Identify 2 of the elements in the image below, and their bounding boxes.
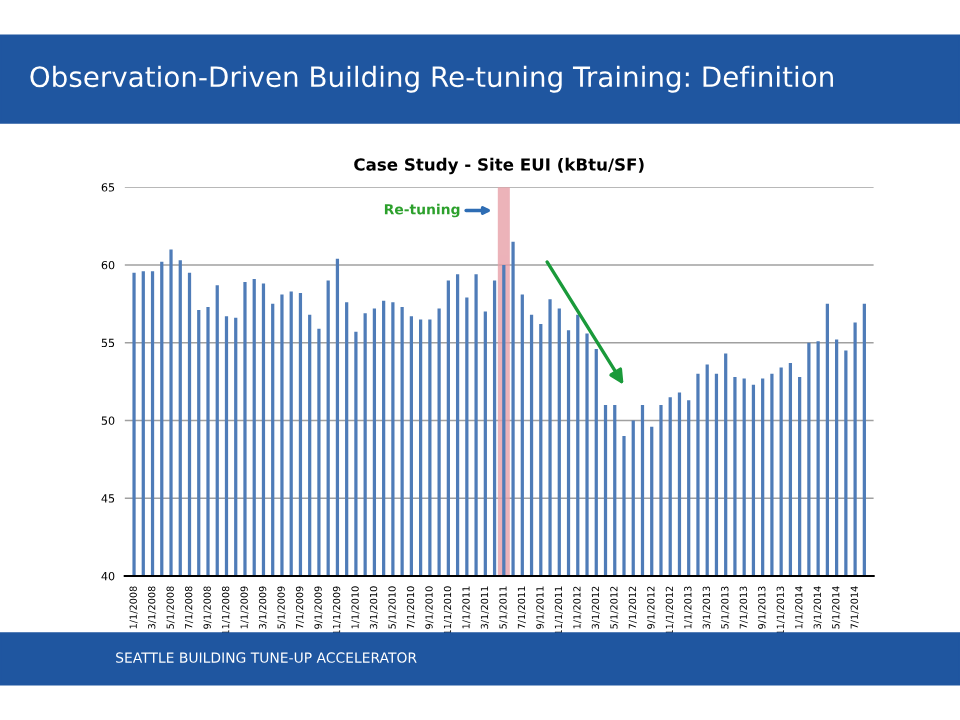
chart-title: Observation-Driven Building Re-tuning Training: Definition xyxy=(30,65,833,93)
chart-subtitle: Case Study - Site EUI (kBtu/SF) xyxy=(354,157,644,175)
